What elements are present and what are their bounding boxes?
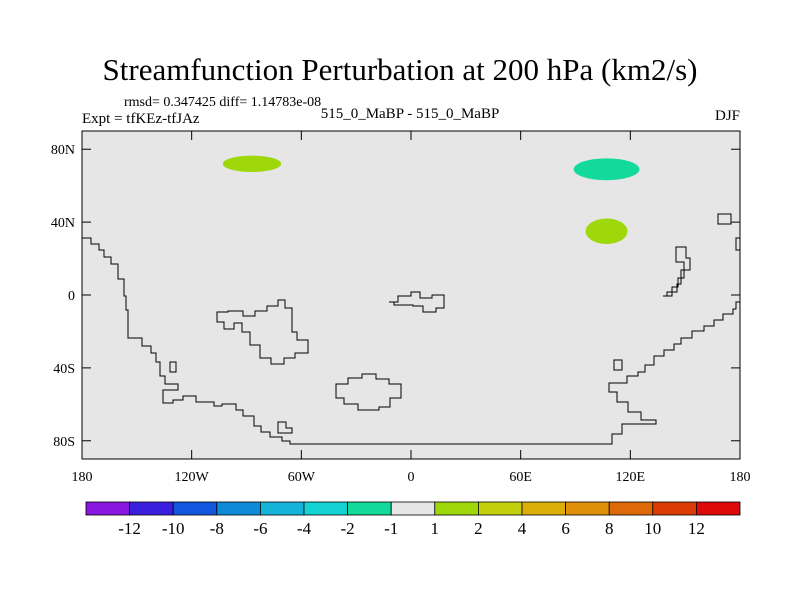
colorbar-box-1: [129, 501, 174, 516]
colorbar-label-6: -1: [384, 519, 398, 538]
coastline-island-a: [169, 361, 177, 373]
coastline-island-c: [277, 421, 293, 434]
colorbar-label-2: -8: [210, 519, 224, 538]
coastline-south-america: [216, 299, 309, 365]
colorbar-label-13: 12: [688, 519, 705, 538]
x-tick-label-0: 180: [72, 470, 93, 485]
colorbar-box-14: [696, 501, 741, 516]
colorbar-label-11: 8: [605, 519, 614, 538]
y-tick-label-2: 0: [68, 289, 75, 304]
colorbar-label-7: 1: [431, 519, 440, 538]
colorbar-box-6: [347, 501, 392, 516]
colorbar-box-10: [521, 501, 566, 516]
coastline-africa: [389, 291, 445, 313]
experiment-label: Expt = tfKEz-tfJAz: [82, 111, 200, 127]
x-tick-label-2: 60W: [288, 470, 316, 485]
coastline-layer: [82, 213, 740, 445]
contour-fill-layer: [222, 155, 640, 244]
x-tick-label-3: 0: [408, 470, 415, 485]
coastline-high-latitude: [717, 213, 732, 225]
coastline-americas-west: [82, 237, 740, 445]
colorbar-label-9: 4: [518, 519, 527, 538]
coastline-east-asia: [663, 246, 691, 297]
y-tick-label-4: 80S: [53, 435, 75, 450]
colorbar-label-12: 10: [644, 519, 661, 538]
x-tick-label-6: 180: [730, 470, 751, 485]
run-label: 515_0_MaBP - 515_0_MaBP: [320, 106, 500, 122]
x-tick-label-1: 120W: [175, 470, 210, 485]
contour-blob-1: [573, 158, 640, 181]
colorbar-box-4: [259, 501, 305, 516]
colorbar-box-8: [434, 501, 479, 516]
colorbar-box-5: [303, 501, 348, 516]
y-tick-label-0: 80N: [51, 143, 75, 158]
coastline-island-b: [613, 359, 623, 371]
colorbar-box-13: [652, 501, 697, 516]
colorbar-box-12: [608, 501, 654, 516]
colorbar-label-3: -6: [253, 519, 267, 538]
coastline-antarctic-peninsula: [335, 373, 402, 411]
x-axis: 180 120W 60W 0 60E 120E 180: [72, 131, 751, 485]
colorbar-label-0: -12: [118, 519, 141, 538]
plot-title: Streamfunction Perturbation at 200 hPa (…: [102, 52, 698, 87]
colorbar: -12 -10 -8 -6 -4 -2 -1 1 2 4 6 8 10 12: [85, 501, 741, 538]
y-tick-label-3: 40S: [53, 362, 75, 377]
colorbar-box-2: [172, 501, 218, 516]
colorbar-box-9: [477, 501, 523, 516]
colorbar-label-1: -10: [162, 519, 185, 538]
stats-label: rmsd= 0.347425 diff= 1.14783e-08: [124, 95, 322, 110]
colorbar-box-0: [85, 501, 130, 516]
y-tick-label-1: 40N: [51, 216, 75, 231]
x-tick-label-4: 60E: [509, 470, 532, 485]
colorbar-label-4: -4: [297, 519, 312, 538]
x-tick-label-5: 120E: [616, 470, 646, 485]
colorbar-box-11: [565, 501, 610, 516]
contour-blob-0: [222, 155, 282, 172]
colorbar-label-10: 6: [561, 519, 570, 538]
colorbar-box-7: [390, 501, 436, 516]
colorbar-label-8: 2: [474, 519, 483, 538]
contour-blob-2: [585, 218, 628, 244]
colorbar-label-5: -2: [341, 519, 355, 538]
y-axis: 80N 40N 0 40S 80S: [51, 143, 740, 450]
coastline-pacific-edge: [735, 237, 740, 251]
colorbar-box-3: [216, 501, 261, 516]
season-label: DJF: [714, 108, 740, 124]
